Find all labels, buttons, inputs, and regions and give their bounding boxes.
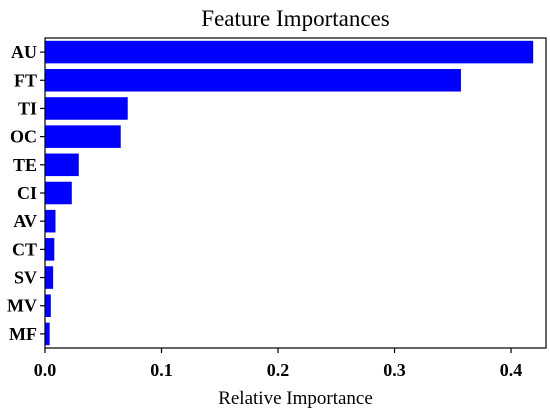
bar-ct (45, 238, 55, 261)
y-tick-label: SV (14, 268, 37, 288)
x-tick-label: 0.3 (383, 360, 406, 380)
bar-ci (45, 181, 72, 205)
bar-ti (45, 97, 128, 120)
x-axis-ticks: 0.0 0.1 0.2 0.3 0.4 (34, 348, 523, 380)
y-axis-ticks: AU FT TI OC TE CI AV CT SV MV MF (7, 42, 45, 344)
x-tick-label: 0.1 (150, 360, 173, 380)
y-tick-label: FT (14, 70, 37, 90)
y-tick-label: MV (7, 296, 37, 316)
bar-ft (45, 69, 461, 92)
y-tick-label: CI (17, 183, 37, 203)
chart-title: Feature Importances (201, 6, 389, 31)
x-tick-label: 0.2 (267, 360, 290, 380)
y-tick-label: TE (13, 155, 37, 175)
x-tick-label: 0.4 (500, 360, 523, 380)
x-tick-label: 0.0 (34, 360, 57, 380)
bar-group (45, 40, 534, 346)
y-tick-label: AV (13, 211, 37, 231)
bar-mv (45, 294, 51, 317)
y-tick-label: OC (10, 127, 37, 147)
bar-sv (45, 266, 54, 289)
bar-te (45, 153, 79, 177)
bar-mf (45, 322, 50, 346)
y-tick-label: MF (9, 324, 37, 344)
plot-area-frame (44, 37, 547, 349)
y-tick-label: AU (11, 42, 37, 62)
y-tick-label: CT (12, 239, 37, 259)
bar-av (45, 209, 56, 233)
x-axis-label: Relative Importance (218, 388, 373, 409)
y-tick-label: TI (18, 98, 37, 118)
bar-oc (45, 125, 121, 148)
bar-au (45, 40, 534, 64)
